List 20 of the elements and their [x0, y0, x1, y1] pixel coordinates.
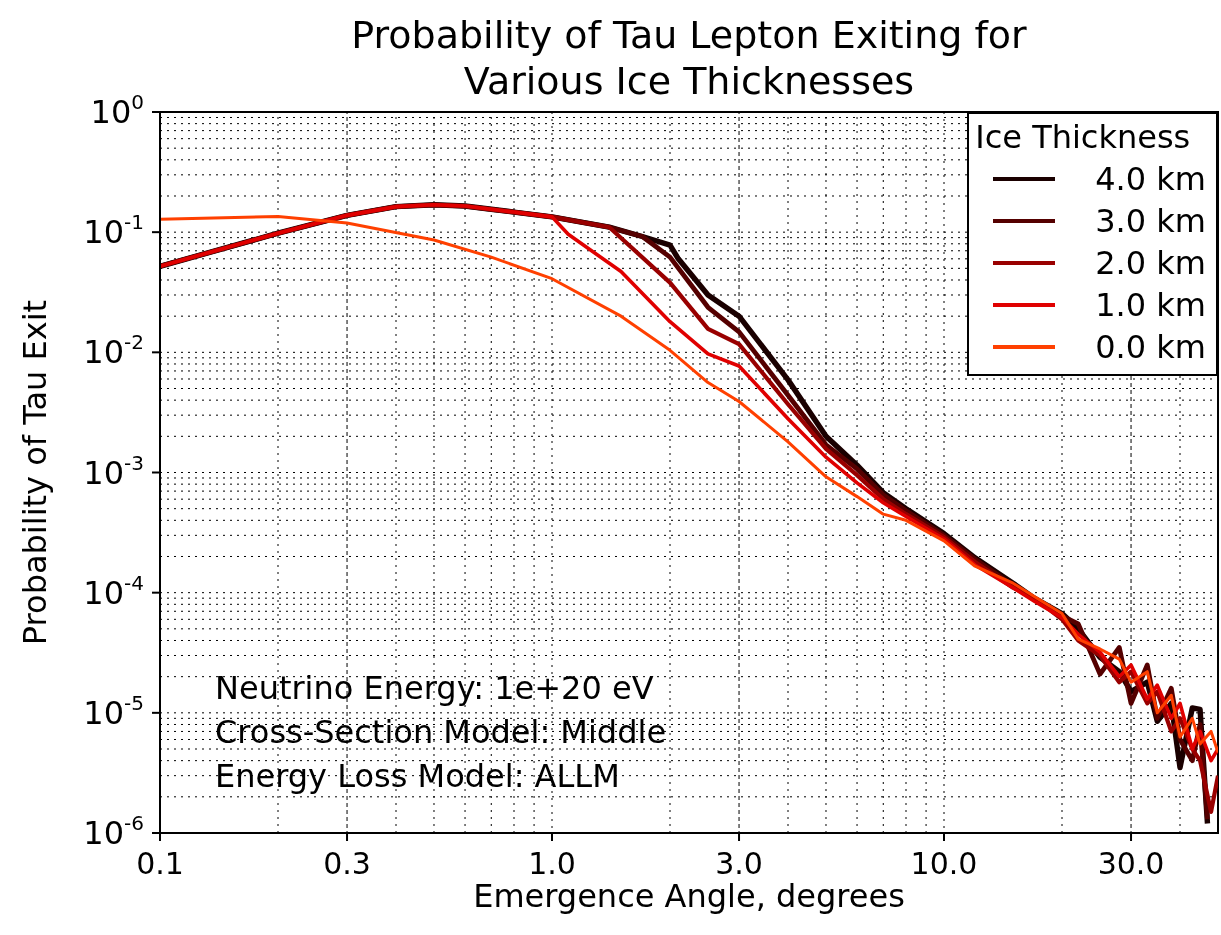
legend-label: 3.0 km	[1095, 201, 1206, 242]
x-tick-label: 10.0	[910, 846, 978, 882]
y-tick-label: 10$^{0}$	[90, 90, 144, 131]
legend-title: Ice Thickness	[975, 117, 1192, 158]
y-tick-label: 10$^{-2}$	[83, 330, 144, 372]
annotation: Cross-Section Model: Middle	[215, 712, 667, 753]
x-tick-label: 30.0	[1097, 846, 1165, 882]
y-axis-title: Probability of Tau Exit	[16, 299, 54, 646]
legend-label: 0.0 km	[1095, 327, 1206, 368]
annotation: Energy Loss Model: ALLM	[215, 756, 621, 797]
y-tick-label: 10$^{-4}$	[83, 570, 144, 612]
legend-label: 2.0 km	[1095, 243, 1206, 284]
legend-label: 4.0 km	[1095, 159, 1206, 200]
annotation: Neutrino Energy: 1e+20 eV	[215, 668, 655, 709]
legend-label: 1.0 km	[1095, 285, 1206, 326]
x-tick-label: 0.3	[323, 846, 371, 882]
y-tick-label: 10$^{-5}$	[83, 690, 144, 732]
y-tick-label: 10$^{-1}$	[83, 210, 144, 252]
chart-title: Probability of Tau Lepton Exiting for Various Ice Thicknesses	[350, 12, 1028, 104]
y-tick-label: 10$^{-3}$	[83, 450, 144, 492]
